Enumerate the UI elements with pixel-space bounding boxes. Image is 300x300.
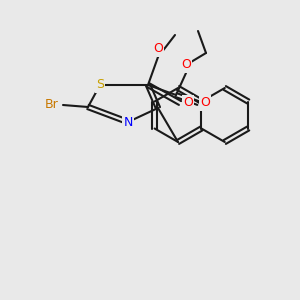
Text: O: O bbox=[181, 58, 191, 71]
Text: O: O bbox=[153, 43, 163, 56]
Text: O: O bbox=[200, 97, 210, 110]
Text: S: S bbox=[96, 79, 104, 92]
Text: Br: Br bbox=[45, 98, 59, 112]
Text: O: O bbox=[183, 97, 193, 110]
Text: N: N bbox=[123, 116, 133, 128]
